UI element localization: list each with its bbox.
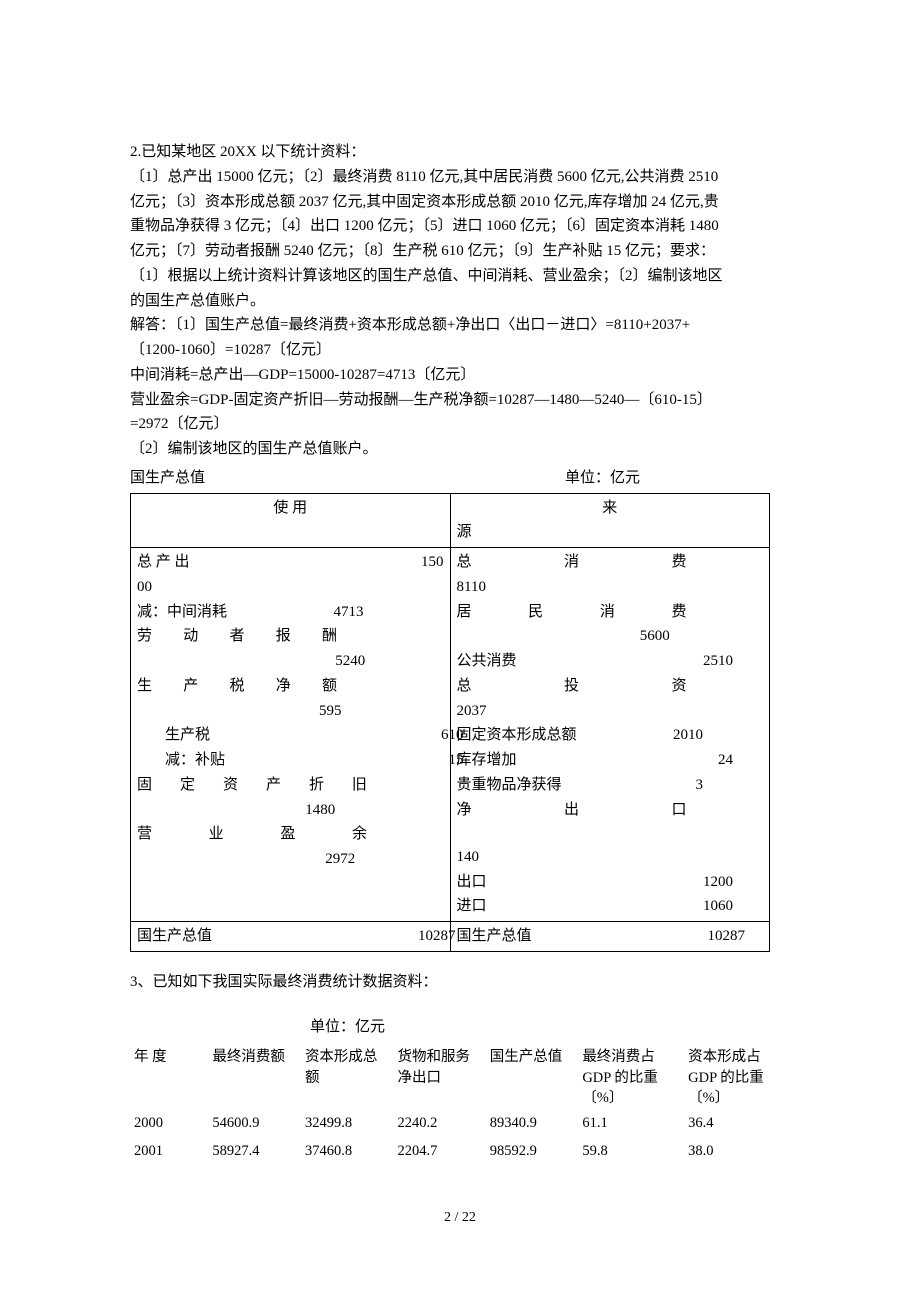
page-footer: 2 / 22 bbox=[130, 1206, 790, 1229]
q3-title: 3、已知如下我国实际最终消费统计数据资料： bbox=[130, 970, 790, 995]
q2-l6: 的国生产总值账户。 bbox=[130, 289, 790, 314]
table-row: 2001 58927.4 37460.8 2204.7 98592.9 59.8… bbox=[130, 1138, 790, 1166]
q2-a6: 〔2〕编制该地区的国生产总值账户。 bbox=[130, 437, 790, 462]
table-row: 2000 54600.9 32499.8 2240.2 89340.9 61.1… bbox=[130, 1110, 790, 1138]
q2-a4: 营业盈余=GDP-固定资产折旧—劳动报酬—生产税净额=10287—1480—52… bbox=[130, 388, 790, 413]
q2-a3: 中间消耗=总产出—GDP=15000-10287=4713〔亿元〕 bbox=[130, 363, 790, 388]
foot-right: 国生产总值10287 bbox=[451, 922, 782, 951]
gdp-account-table: 使 用 来 源 总 产 出150 00 减：中间消耗4713 劳动者报酬 524… bbox=[130, 493, 770, 952]
hdr-use: 使 用 bbox=[131, 494, 450, 523]
account-title-left: 国生产总值 bbox=[130, 466, 205, 491]
q2-a2: 〔1200-1060〕=10287〔亿元〕 bbox=[130, 338, 790, 363]
q2-l3: 重物品净获得 3 亿元；〔4〕出口 1200 亿元；〔5〕进口 1060 亿元；… bbox=[130, 214, 790, 239]
q2-a5: =2972〔亿元〕 bbox=[130, 412, 790, 437]
q3-data-table: 年 度 最终消费额 资本形成总额 货物和服务净出口 国生产总值 最终消费占GDP… bbox=[130, 1045, 790, 1166]
q2-l2: 亿元；〔3〕资本形成总额 2037 亿元,其中固定资本形成总额 2010 亿元,… bbox=[130, 190, 790, 215]
q2-l1: 〔1〕总产出 15000 亿元；〔2〕最终消费 8110 亿元,其中居民消费 5… bbox=[130, 165, 790, 190]
hdr-src: 来 源 bbox=[451, 494, 770, 548]
q2-l5: 〔1〕根据以上统计资料计算该地区的国生产总值、中间消耗、营业盈余；〔2〕编制该地… bbox=[130, 264, 790, 289]
q2-title: 2.已知某地区 20XX 以下统计资料： bbox=[130, 140, 790, 165]
q3-unit: 单位：亿元 bbox=[130, 1015, 790, 1040]
q2-a1: 解答：〔1〕国生产总值=最终消费+资本形成总额+净出口〈出口－进口〉=8110+… bbox=[130, 313, 790, 338]
q2-l4: 亿元；〔7〕劳动者报酬 5240 亿元；〔8〕生产税 610 亿元；〔9〕生产补… bbox=[130, 239, 790, 264]
account-title-row: 国生产总值 单位：亿元 bbox=[130, 466, 640, 491]
account-title-right: 单位：亿元 bbox=[565, 466, 640, 491]
table-header-row: 年 度 最终消费额 资本形成总额 货物和服务净出口 国生产总值 最终消费占GDP… bbox=[130, 1045, 790, 1110]
right-body: 总消费 8110 居民消费 5600 公共消费2510 总投资 2037 固定资… bbox=[451, 548, 770, 921]
foot-left: 国生产总值10287 bbox=[131, 922, 462, 951]
left-body: 总 产 出150 00 减：中间消耗4713 劳动者报酬 5240 生产税净额 … bbox=[131, 548, 450, 874]
